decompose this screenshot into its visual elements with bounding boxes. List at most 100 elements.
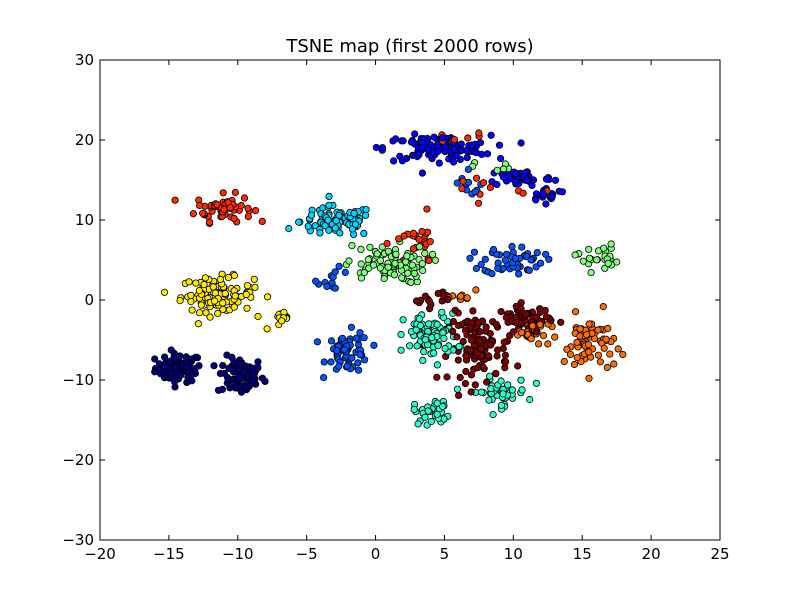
scatter-point xyxy=(285,224,293,233)
scatter-point xyxy=(418,228,426,236)
scatter-point xyxy=(327,358,335,366)
x-tick-label: 5 xyxy=(440,545,450,563)
scatter-point xyxy=(335,362,343,370)
scatter-point xyxy=(585,348,593,356)
scatter-point xyxy=(563,345,571,353)
scatter-point xyxy=(183,358,191,367)
scatter-point xyxy=(433,373,441,381)
scatter-point xyxy=(210,362,218,370)
scatter-point xyxy=(501,358,510,366)
scatter-point xyxy=(263,325,271,333)
scatter-point xyxy=(171,196,179,204)
scatter-point xyxy=(492,370,500,378)
scatter-point xyxy=(189,210,197,218)
scatter-point xyxy=(345,257,353,265)
scatter-point xyxy=(539,189,547,197)
scatter-point xyxy=(482,323,490,331)
scatter-point xyxy=(518,243,526,251)
scatter-point xyxy=(319,373,328,382)
scatter-point xyxy=(468,141,476,149)
scatter-point xyxy=(497,401,505,409)
scatter-point xyxy=(350,209,358,217)
scatter-point xyxy=(221,289,229,298)
scatter-point xyxy=(216,369,224,378)
scatter-point xyxy=(176,296,184,305)
scatter-point xyxy=(454,391,463,399)
scatter-point xyxy=(320,358,328,366)
scatter-point xyxy=(380,274,388,283)
scatter-point xyxy=(585,245,593,253)
scatter-point xyxy=(331,284,339,292)
scatter-point xyxy=(607,240,615,248)
scatter-point xyxy=(370,341,378,349)
scatter-point xyxy=(188,306,196,314)
scatter-point xyxy=(177,371,185,379)
scatter-point xyxy=(477,388,486,396)
scatter-point xyxy=(418,260,426,268)
scatter-point xyxy=(409,245,417,253)
scatter-point xyxy=(494,264,502,272)
scatter-point xyxy=(414,420,422,428)
scatter-point xyxy=(398,157,406,165)
scatter-point xyxy=(558,188,567,196)
scatter-point xyxy=(249,377,257,386)
scatter-point xyxy=(357,274,365,282)
scatter-point xyxy=(614,345,622,353)
scatter-point xyxy=(501,363,509,372)
scatter-point xyxy=(606,350,614,358)
scatter-point xyxy=(472,174,481,182)
scatter-point xyxy=(433,361,441,369)
scatter-point xyxy=(456,373,464,382)
scatter-point xyxy=(587,268,595,277)
scatter-point xyxy=(501,351,509,359)
scatter-point xyxy=(479,179,488,187)
scatter-point xyxy=(585,320,593,328)
scatter-point xyxy=(470,248,478,256)
scatter-point xyxy=(500,338,508,346)
scatter-point xyxy=(234,373,243,381)
scatter-point xyxy=(467,388,475,396)
scatter-point xyxy=(219,299,227,307)
scatter-point xyxy=(492,320,500,328)
scatter-point xyxy=(360,334,368,342)
scatter-point xyxy=(599,302,607,311)
scatter-point xyxy=(463,154,471,162)
scatter-point xyxy=(576,325,584,333)
scatter-point xyxy=(474,199,483,207)
scatter-point xyxy=(398,274,406,282)
scatter-point xyxy=(170,354,178,362)
scatter-point xyxy=(493,166,501,174)
scatter-point xyxy=(462,146,471,154)
scatter-point xyxy=(418,169,426,177)
scatter-point xyxy=(384,247,393,255)
scatter-point xyxy=(195,286,203,295)
scatter-point xyxy=(420,348,428,356)
x-axis-ticks: −20 −15 −10 −5 0 5 10 15 20 25 xyxy=(84,60,730,563)
scatter-point xyxy=(426,238,434,246)
scatter-point xyxy=(421,249,429,257)
scatter-point xyxy=(456,155,464,163)
scatter-point xyxy=(211,297,219,305)
scatter-point xyxy=(399,137,407,145)
scatter-point xyxy=(415,243,424,251)
scatter-point xyxy=(412,297,421,305)
scatter-point xyxy=(504,381,512,389)
chart-title: TSNE map (first 2000 rows) xyxy=(285,36,533,57)
scatter-point xyxy=(263,293,272,301)
scatter-point xyxy=(232,383,241,391)
scatter-point xyxy=(486,372,494,380)
scatter-point xyxy=(167,346,175,354)
scatter-point xyxy=(360,268,368,277)
scatter-point xyxy=(348,242,356,250)
scatter-point xyxy=(443,373,451,381)
scatter-point xyxy=(312,277,320,285)
scatter-point xyxy=(250,275,258,283)
scatter-point xyxy=(347,323,355,331)
scatter-point xyxy=(433,399,441,407)
scatter-point xyxy=(323,282,331,291)
scatter-point xyxy=(485,396,493,404)
scatter-point xyxy=(187,297,195,306)
scatter-point xyxy=(327,337,336,345)
scatter-point xyxy=(517,139,525,147)
scatter-point xyxy=(508,386,517,394)
